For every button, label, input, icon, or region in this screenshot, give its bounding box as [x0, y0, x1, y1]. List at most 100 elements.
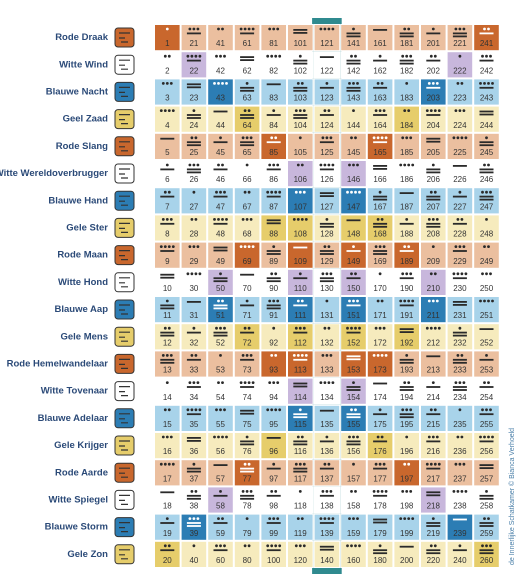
tone-glyph [215, 408, 226, 412]
tone-dot [223, 54, 226, 58]
kin-cell: 225 [446, 132, 474, 161]
tone-bar [373, 86, 388, 89]
kin-number: 148 [347, 230, 361, 239]
tone-dot [458, 27, 462, 31]
tone-dot [399, 517, 403, 520]
tone-dot [458, 408, 462, 412]
tone-bar [213, 549, 228, 552]
tone-dot [323, 245, 327, 249]
tone-dot [403, 27, 407, 31]
cell-background [207, 513, 234, 541]
tone-dot [167, 190, 171, 194]
tone-bar [399, 328, 414, 330]
row-label: Gele Krijger [54, 440, 108, 451]
kin-cell: 194 [393, 377, 420, 405]
tone-glyph [319, 192, 334, 197]
kin-number: 60 [216, 556, 225, 565]
tone-bar [399, 62, 414, 65]
tone-dot [194, 54, 198, 58]
tone-dot [401, 272, 405, 276]
tone-dot [485, 408, 488, 412]
tone-dot [378, 109, 382, 112]
tone-dot [163, 408, 167, 412]
tone-glyph [452, 354, 467, 364]
tone-glyph [268, 27, 280, 31]
tone-glyph [186, 462, 201, 473]
tone-glyph [373, 109, 388, 116]
seal-icon-detail [119, 114, 130, 125]
tone-glyph [452, 518, 467, 521]
cell-background [207, 296, 234, 324]
kin-number: 32 [189, 338, 198, 347]
kin-number: 45 [216, 148, 225, 157]
tone-dot [460, 136, 464, 140]
tone-dot [454, 109, 458, 112]
kin-cell: 107 [287, 187, 314, 215]
tone-dot [296, 163, 300, 167]
tone-bar [186, 141, 201, 144]
tone-dot [161, 218, 165, 221]
kin-cell: 39 [180, 513, 208, 541]
tone-glyph [479, 328, 494, 330]
tone-dot [458, 54, 462, 58]
tone-glyph [479, 54, 494, 62]
kin-number: 128 [320, 230, 334, 239]
tone-glyph [483, 245, 490, 249]
kin-number: 185 [400, 148, 414, 157]
tone-dot [382, 326, 386, 330]
kin-cell: 218 [420, 486, 447, 514]
kin-cell: 77 [233, 459, 261, 487]
tone-dot [163, 245, 167, 249]
tone-dot [298, 326, 302, 330]
cell-background [260, 51, 287, 79]
tone-dot [405, 136, 409, 140]
kin-cell: 124 [313, 105, 341, 133]
cell-background [180, 350, 208, 378]
kin-cell: 88 [260, 214, 287, 242]
kin-cell: 224 [446, 105, 474, 133]
tone-dot [403, 462, 407, 466]
tone-glyph [373, 165, 388, 170]
tone-glyph [452, 490, 468, 493]
tone-bar [160, 331, 175, 334]
kin-number: 66 [243, 175, 252, 184]
tone-glyph [399, 517, 415, 520]
tone-bar [346, 35, 361, 38]
tone-bar [266, 467, 281, 470]
tone-dot [407, 299, 411, 303]
tone-dot [464, 136, 468, 140]
tone-dot [481, 544, 484, 548]
tone-dot [485, 218, 488, 221]
kin-cell: 112 [287, 323, 314, 351]
tone-glyph [213, 190, 228, 198]
tone-glyph [219, 354, 222, 357]
tone-dot [323, 326, 327, 330]
cell-background [260, 432, 287, 460]
kin-cell: 182 [393, 51, 420, 79]
tone-bar [452, 301, 467, 303]
kin-number: 81 [269, 39, 278, 48]
tone-dot [354, 490, 357, 493]
tone-dot [378, 272, 382, 276]
seal-icon-detail [119, 141, 130, 152]
tone-glyph [270, 354, 278, 357]
tone-dot [354, 272, 357, 276]
kin-number: 222 [453, 66, 467, 75]
tone-dot [456, 490, 460, 493]
tone-bar [186, 83, 201, 86]
kin-number: 122 [320, 66, 334, 75]
kin-cell: 166 [366, 160, 394, 188]
tone-bar [399, 361, 414, 364]
tone-bar [346, 386, 361, 388]
kin-number: 228 [453, 230, 467, 239]
tone-glyph [213, 435, 228, 439]
kin-cell: 241 [473, 24, 500, 52]
tone-dot [165, 299, 169, 303]
kin-number: 169 [373, 257, 387, 266]
kin-cell: 212 [420, 323, 447, 351]
tone-glyph [479, 435, 494, 443]
tone-glyph [266, 83, 281, 86]
cell-background [233, 323, 261, 351]
tone-dot [376, 299, 380, 303]
kin-cell: 101 [287, 24, 314, 52]
